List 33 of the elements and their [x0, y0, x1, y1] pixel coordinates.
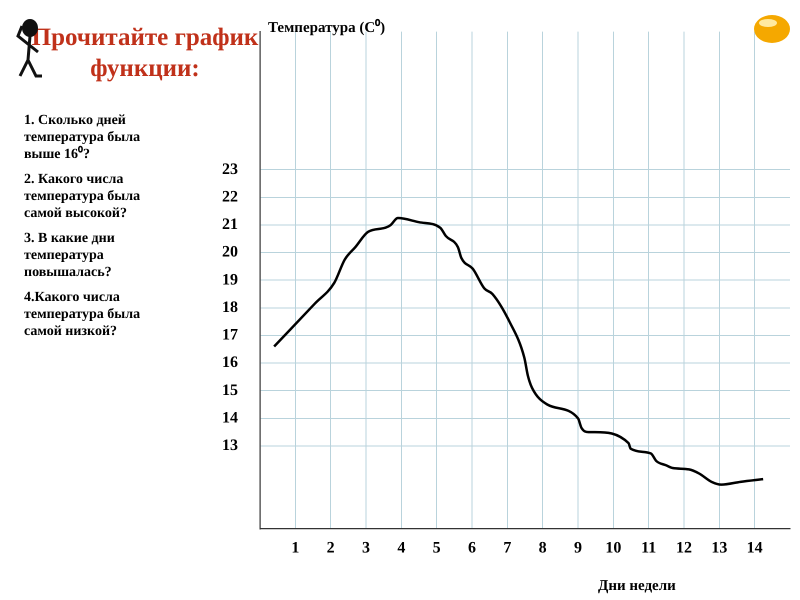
- y-tick-label: 21: [222, 216, 238, 234]
- y-tick-label: 18: [222, 298, 238, 316]
- x-tick-label: 10: [605, 540, 622, 557]
- y-tick-label: 20: [222, 244, 238, 261]
- text: 1. Сколько дней температура была выше 16⁰?: [24, 112, 142, 163]
- chart-title: Прочитайте график функции:: [30, 23, 260, 84]
- y-tick-label: 17: [222, 326, 238, 344]
- text: 3. В какие дни температура повышалась?: [24, 230, 116, 281]
- y-tick-label: 13: [222, 437, 238, 454]
- x-tick-label: 7: [503, 540, 512, 557]
- x-tick-label: 5: [432, 540, 441, 557]
- y-tick-label: 22: [222, 188, 238, 206]
- x-tick-label: 6: [468, 540, 476, 557]
- x-tick-label: 14: [746, 540, 763, 557]
- x-tick-label: 2: [326, 540, 335, 557]
- x-tick-label: 8: [538, 540, 547, 557]
- x-tick-label: 9: [574, 540, 582, 557]
- x-tick-label: 12: [676, 540, 692, 557]
- y-axis-title: Температура (C⁰): [268, 18, 386, 37]
- y-tick-label: 23: [222, 160, 238, 178]
- x-tick-label: 13: [711, 540, 728, 557]
- text: 2. Какого числа температура была самой высокой?: [24, 171, 142, 222]
- x-tick-label: 1: [291, 540, 300, 557]
- y-tick-label: 16: [222, 354, 238, 372]
- line-series: [272, 216, 764, 486]
- x-tick-label: 4: [397, 540, 406, 557]
- x-axis-title: Дни недели: [598, 578, 676, 595]
- x-tick-label: 3: [362, 540, 370, 557]
- text: 4.Какого числа температура была самой низкой?: [24, 289, 142, 340]
- y-tick-label: 14: [222, 409, 238, 426]
- y-tick-label: 15: [222, 382, 238, 399]
- x-tick-label: 11: [641, 540, 656, 557]
- y-tick-label: 19: [222, 271, 238, 288]
